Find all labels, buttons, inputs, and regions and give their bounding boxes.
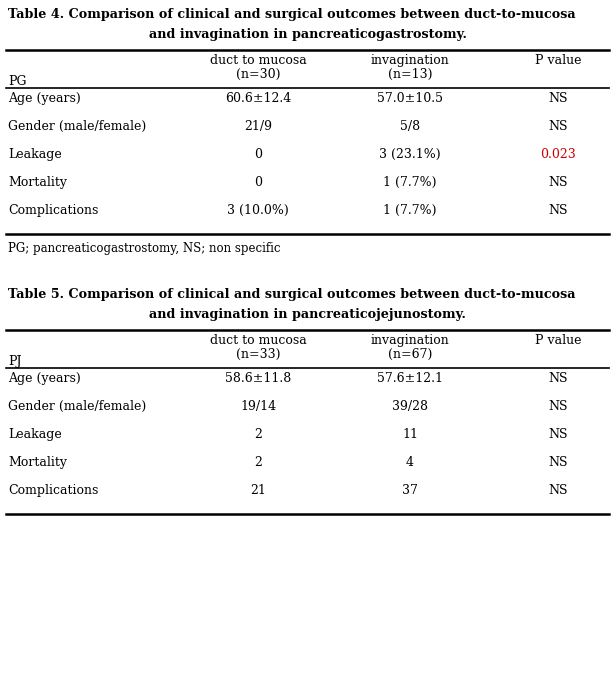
Text: Leakage: Leakage [8, 148, 62, 161]
Text: 4: 4 [406, 456, 414, 469]
Text: NS: NS [548, 92, 568, 105]
Text: NS: NS [548, 204, 568, 217]
Text: duct to mucosa: duct to mucosa [210, 334, 306, 347]
Text: NS: NS [548, 176, 568, 189]
Text: NS: NS [548, 120, 568, 133]
Text: PJ: PJ [8, 355, 22, 368]
Text: 0.023: 0.023 [540, 148, 576, 161]
Text: and invagination in pancreaticogastrostomy.: and invagination in pancreaticogastrosto… [149, 28, 466, 41]
Text: PG: PG [8, 75, 26, 88]
Text: 0: 0 [254, 176, 262, 189]
Text: Mortality: Mortality [8, 456, 67, 469]
Text: 39/28: 39/28 [392, 400, 428, 413]
Text: (n=13): (n=13) [387, 68, 432, 81]
Text: NS: NS [548, 400, 568, 413]
Text: P value: P value [535, 55, 581, 68]
Text: Gender (male/female): Gender (male/female) [8, 120, 146, 133]
Text: 3 (23.1%): 3 (23.1%) [379, 148, 441, 161]
Text: 58.6±11.8: 58.6±11.8 [225, 372, 291, 385]
Text: (n=30): (n=30) [236, 68, 280, 81]
Text: Gender (male/female): Gender (male/female) [8, 400, 146, 413]
Text: Table 4. Comparison of clinical and surgical outcomes between duct-to-mucosa: Table 4. Comparison of clinical and surg… [8, 8, 576, 21]
Text: NS: NS [548, 372, 568, 385]
Text: NS: NS [548, 456, 568, 469]
Text: 57.6±12.1: 57.6±12.1 [377, 372, 443, 385]
Text: 57.0±10.5: 57.0±10.5 [377, 92, 443, 105]
Text: Age (years): Age (years) [8, 372, 81, 385]
Text: 0: 0 [254, 148, 262, 161]
Text: Table 5. Comparison of clinical and surgical outcomes between duct-to-mucosa: Table 5. Comparison of clinical and surg… [8, 288, 576, 301]
Text: 1 (7.7%): 1 (7.7%) [383, 204, 437, 217]
Text: NS: NS [548, 484, 568, 497]
Text: Complications: Complications [8, 204, 98, 217]
Text: Age (years): Age (years) [8, 92, 81, 105]
Text: 21/9: 21/9 [244, 120, 272, 133]
Text: duct to mucosa: duct to mucosa [210, 54, 306, 67]
Text: Leakage: Leakage [8, 428, 62, 441]
Text: 5/8: 5/8 [400, 120, 420, 133]
Text: and invagination in pancreaticojejunostomy.: and invagination in pancreaticojejunosto… [149, 308, 466, 321]
Text: PG; pancreaticogastrostomy, NS; non specific: PG; pancreaticogastrostomy, NS; non spec… [8, 242, 280, 255]
Text: 2: 2 [254, 456, 262, 469]
Text: invagination: invagination [371, 334, 450, 347]
Text: 11: 11 [402, 428, 418, 441]
Text: 21: 21 [250, 484, 266, 497]
Text: 1 (7.7%): 1 (7.7%) [383, 176, 437, 189]
Text: (n=33): (n=33) [236, 348, 280, 361]
Text: 60.6±12.4: 60.6±12.4 [225, 92, 291, 105]
Text: 2: 2 [254, 428, 262, 441]
Text: Complications: Complications [8, 484, 98, 497]
Text: 3 (10.0%): 3 (10.0%) [227, 204, 289, 217]
Text: 37: 37 [402, 484, 418, 497]
Text: Mortality: Mortality [8, 176, 67, 189]
Text: 19/14: 19/14 [240, 400, 276, 413]
Text: NS: NS [548, 428, 568, 441]
Text: P value: P value [535, 334, 581, 347]
Text: invagination: invagination [371, 54, 450, 67]
Text: (n=67): (n=67) [388, 348, 432, 361]
